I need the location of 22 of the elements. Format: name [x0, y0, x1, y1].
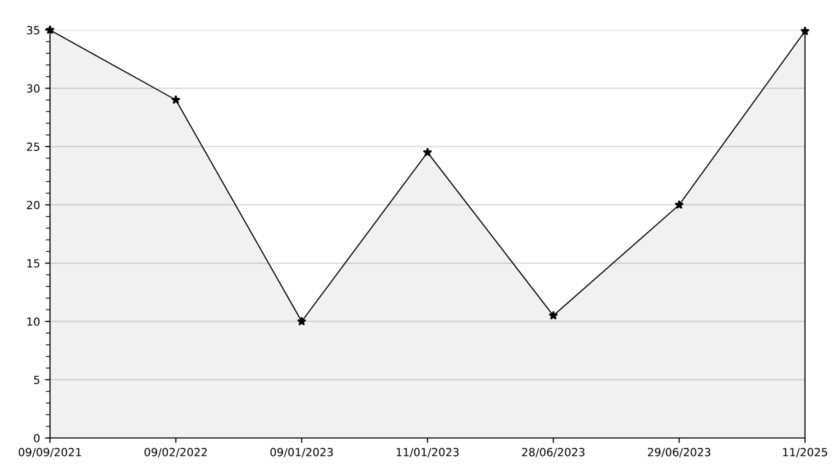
x-tick-label: 09/09/2021 [18, 448, 81, 458]
y-tick-label: 25 [26, 142, 40, 151]
y-tick-label: 15 [27, 259, 40, 268]
x-tick-label: 11/2025 [783, 448, 828, 458]
x-tick-label: 11/01/2023 [396, 448, 459, 458]
x-tick-label: 09/02/2022 [144, 448, 207, 458]
y-tick-label: 5 [34, 376, 40, 384]
x-tick-label: 29/06/2023 [648, 448, 710, 458]
point [548, 310, 558, 320]
point [674, 200, 684, 209]
y-tick-label: 35 [26, 26, 40, 34]
point [297, 316, 306, 326]
y-tick-label: 30 [26, 84, 40, 93]
point [45, 25, 55, 34]
x-tick-label: 28/06/2023 [522, 448, 584, 458]
point [171, 95, 180, 104]
x-tick-label: 09/01/2023 [270, 448, 333, 458]
point [800, 26, 810, 36]
y-tick-label: 10 [27, 317, 40, 326]
y-tick-label: 0 [34, 434, 40, 442]
point [422, 148, 432, 156]
y-tick-label: 20 [26, 200, 40, 210]
